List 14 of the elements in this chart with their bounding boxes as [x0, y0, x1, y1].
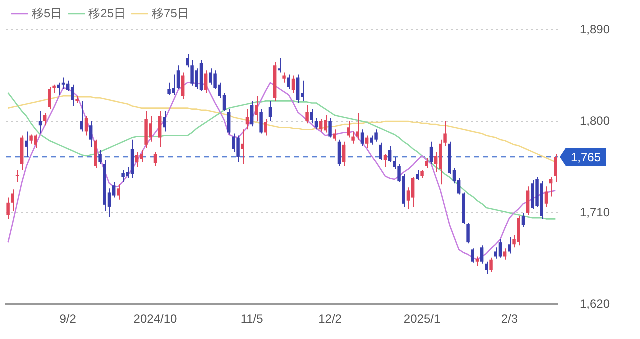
- y-tick-label: 1,620: [580, 296, 610, 311]
- ref-line-label: 1,765: [570, 150, 602, 164]
- x-tick-label: 2025/1: [404, 312, 441, 326]
- x-tick-label: 2024/10: [134, 312, 178, 326]
- legend-label: 移5日: [32, 6, 63, 20]
- x-tick-label: 9/2: [60, 312, 77, 326]
- y-tick-label: 1,890: [580, 22, 610, 36]
- x-tick-label: 11/5: [240, 312, 264, 326]
- x-tick-label: 12/2: [318, 312, 342, 326]
- x-tick-label: 2/3: [501, 312, 518, 326]
- legend-label: 移25日: [88, 6, 126, 20]
- legend-label: 移75日: [152, 6, 190, 20]
- y-tick-label: 1,710: [580, 205, 610, 220]
- y-tick-label: 1,800: [580, 114, 610, 128]
